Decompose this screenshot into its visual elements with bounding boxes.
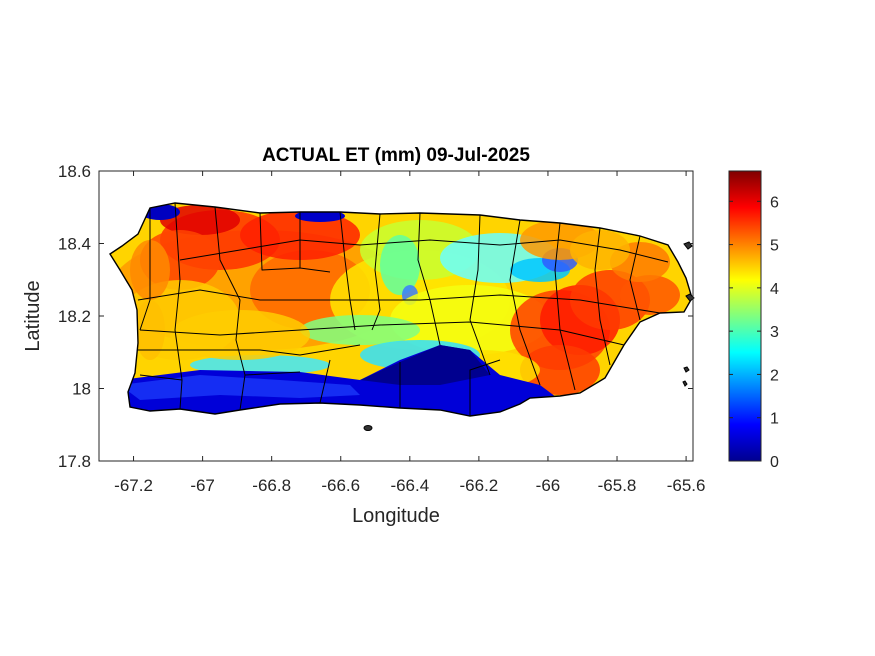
municipality-border [259, 212, 331, 273]
colorbar-tick-label: 0 [770, 454, 779, 471]
et-value-region [190, 355, 330, 375]
islets [363, 241, 695, 431]
municipality-border [339, 211, 356, 331]
x-tick-label: -66.6 [321, 476, 360, 495]
municipality-border [174, 203, 183, 381]
municipality-border [469, 214, 491, 376]
municipality-border [179, 239, 669, 263]
municipality-border [554, 222, 576, 391]
x-tick-label: -66.2 [460, 476, 499, 495]
caja-de-muertos-islet [363, 425, 373, 431]
municipality-border [139, 208, 151, 331]
chart-title: ACTUAL ET (mm) 09-Jul-2025 [262, 145, 530, 166]
colorbar-tick-label: 6 [770, 194, 779, 211]
municipality-border [214, 206, 246, 376]
colorbar-tick-label: 1 [770, 411, 779, 428]
municipality-border [417, 212, 441, 346]
et-value-region [380, 235, 420, 295]
et-value-region [160, 205, 240, 235]
y-axis: 17.8 18 18.2 18.4 18.6 [58, 162, 693, 471]
low-et-north-coast [295, 210, 345, 222]
eastern-islets [682, 241, 695, 387]
colorbar-ticks: 0 1 2 3 4 5 6 [729, 194, 779, 471]
x-axis: -67.2 -67 -66.8 -66.6 -66.4 -66.2 -66 -65.8 -65.… [114, 171, 705, 495]
colorbar [728, 170, 762, 462]
y-tick-label: 18.6 [58, 162, 91, 181]
municipality-border [594, 227, 611, 366]
municipality-border [239, 371, 301, 411]
et-value-region [620, 275, 680, 315]
x-axis-label: Longitude [352, 505, 440, 527]
municipality-border [371, 213, 381, 331]
municipality-border [319, 359, 331, 404]
y-tick-label: 18.2 [58, 307, 91, 326]
municipality-border [136, 344, 361, 356]
municipality-border [629, 235, 641, 321]
y-tick-label: 18 [72, 380, 91, 399]
colorbar-tick-label: 4 [770, 281, 779, 298]
et-value-region [570, 230, 630, 270]
x-tick-label: -66.4 [390, 476, 429, 495]
municipality-border [469, 359, 501, 416]
y-tick-label: 17.8 [58, 452, 91, 471]
et-value-region [520, 345, 600, 395]
municipality-border [139, 321, 625, 346]
municipality-borders [136, 203, 669, 416]
y-axis-label: Latitude [22, 280, 44, 351]
colorbar-tick-label: 2 [770, 367, 779, 384]
municipality-border [509, 219, 541, 386]
x-tick-label: -65.6 [667, 476, 706, 495]
y-tick-label: 18.4 [58, 235, 91, 254]
x-tick-label: -66.8 [252, 476, 291, 495]
x-tick-label: -66 [536, 476, 561, 495]
x-tick-label: -67.2 [114, 476, 153, 495]
et-value-region [300, 315, 420, 345]
colorbar-tick-label: 5 [770, 238, 779, 255]
municipality-border [137, 289, 661, 314]
colorbar-tick-label: 3 [770, 324, 779, 341]
et-value-region [170, 310, 310, 360]
et-heatmap [110, 203, 692, 416]
et-value-region [135, 300, 165, 360]
x-tick-label: -65.8 [598, 476, 637, 495]
very-low-et-core [360, 345, 490, 385]
low-et-south-edge [120, 375, 360, 400]
municipality-border [139, 374, 183, 410]
x-tick-label: -67 [190, 476, 215, 495]
